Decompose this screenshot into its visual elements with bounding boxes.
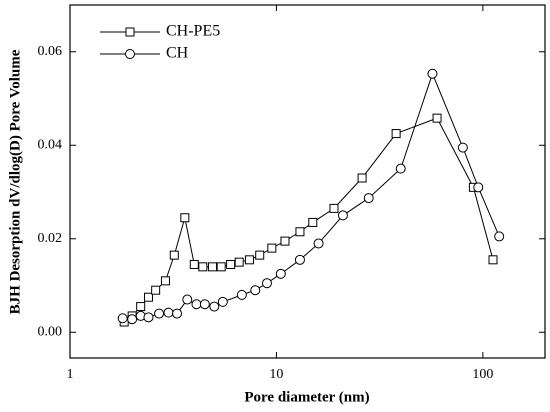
legend-label: CH-PE5 [166,23,220,40]
y-tick-label: 0.00 [38,325,63,340]
marker [395,163,406,174]
marker [198,262,208,272]
marker [432,113,442,123]
marker [143,312,154,323]
marker [236,289,247,300]
marker [308,217,318,227]
marker [427,68,438,79]
legend-marker [125,27,135,37]
series-line [122,72,500,320]
y-tick-label: 0.02 [38,231,63,246]
y-tick-label: 0.06 [38,44,63,59]
marker [488,255,498,265]
marker [160,276,170,286]
marker [294,254,305,265]
marker [295,227,305,237]
marker [217,296,228,307]
marker [363,193,374,204]
marker [136,302,146,312]
marker [180,213,190,223]
marker [337,210,348,221]
marker [216,262,226,272]
marker [143,292,153,302]
marker [117,313,128,324]
legend-marker [125,49,135,59]
marker [172,308,183,319]
marker [207,262,217,272]
marker [234,257,244,267]
x-tick-label: 1 [67,367,74,382]
marker [163,307,174,318]
marker [267,243,277,253]
marker [494,231,505,242]
marker [255,250,265,260]
marker [313,238,324,249]
marker [169,250,179,260]
marker [329,203,339,213]
x-tick-label: 10 [269,367,283,382]
marker [280,236,290,246]
marker [261,278,272,289]
marker [226,259,236,269]
marker [244,255,254,265]
y-tick-label: 0.04 [38,137,63,152]
legend-label: CH [166,45,189,62]
marker [391,129,401,139]
marker [151,285,161,295]
marker [189,259,199,269]
marker [191,299,202,310]
marker [250,285,261,296]
marker [209,301,220,312]
marker [199,299,210,310]
y-axis-title: BJH Desorption dV/dlog(D) Pore Volume [7,49,23,314]
marker [457,142,468,153]
plot-frame [69,4,546,359]
x-tick-label: 100 [472,367,493,382]
marker [127,314,138,325]
marker [275,268,286,279]
x-axis-title: Pore diameter (nm) [244,389,369,405]
marker [154,308,165,319]
marker [357,173,367,183]
marker [182,294,193,305]
marker [473,182,484,193]
